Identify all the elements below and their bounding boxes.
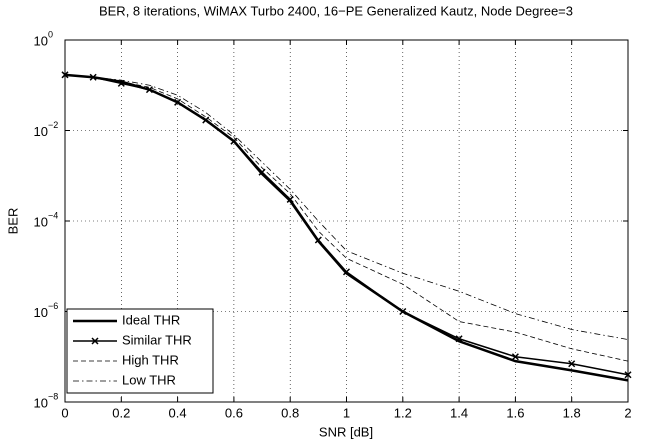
x-tick-label: 1.2 xyxy=(394,405,412,420)
y-axis-label: BER xyxy=(5,208,20,235)
legend-box xyxy=(66,308,214,394)
legend-marker xyxy=(91,337,99,345)
x-tick-label: 1 xyxy=(343,405,350,420)
marker xyxy=(342,268,351,276)
x-tick-label: 0.2 xyxy=(112,405,130,420)
x-tick-label: 2 xyxy=(624,405,631,420)
y-tick-exponent: −4 xyxy=(48,210,58,220)
legend: Ideal THR Similar THR High THR Low THR xyxy=(66,308,214,394)
y-tick-exponent: −6 xyxy=(48,301,58,311)
marker xyxy=(286,195,294,203)
x-tick-label: 1.8 xyxy=(563,405,581,420)
y-tick-label: 10 xyxy=(34,214,48,229)
marker xyxy=(511,353,519,361)
marker xyxy=(145,86,153,94)
marker xyxy=(117,79,125,87)
marker xyxy=(568,360,576,368)
marker xyxy=(174,98,182,106)
series-line xyxy=(64,74,629,376)
y-tick-exponent: −8 xyxy=(48,391,58,401)
x-tick-label: 0.6 xyxy=(225,405,243,420)
series-line xyxy=(64,73,629,382)
y-tick-exponent: −2 xyxy=(48,120,58,130)
y-tick-label: 10 xyxy=(34,124,48,139)
marker xyxy=(624,371,632,379)
marker xyxy=(455,335,463,343)
legend-label: Similar THR xyxy=(122,332,192,347)
x-tick-label: 1.4 xyxy=(450,405,468,420)
y-tick-label: 10 xyxy=(34,305,48,320)
legend-label: High THR xyxy=(122,352,179,367)
chart-title: BER, 8 iterations, WiMAX Turbo 2400, 16−… xyxy=(99,3,573,18)
x-tick-label: 0.4 xyxy=(169,405,187,420)
x-axis-label: SNR [dB] xyxy=(319,424,373,439)
series-line xyxy=(64,74,629,340)
y-tick-exponent: 0 xyxy=(48,29,53,39)
legend-label: Low THR xyxy=(122,372,176,387)
marker xyxy=(202,116,210,124)
x-tick-label: 0 xyxy=(61,405,68,420)
series-line xyxy=(64,74,629,362)
y-tick-label: 10 xyxy=(34,395,48,410)
marker xyxy=(314,236,322,244)
x-tick-label: 0.8 xyxy=(281,405,299,420)
y-tick-label: 10 xyxy=(34,33,48,48)
plot-frame xyxy=(64,39,629,403)
marker xyxy=(399,307,407,316)
x-tick-label: 1.6 xyxy=(506,405,524,420)
legend-label: Ideal THR xyxy=(122,312,180,327)
